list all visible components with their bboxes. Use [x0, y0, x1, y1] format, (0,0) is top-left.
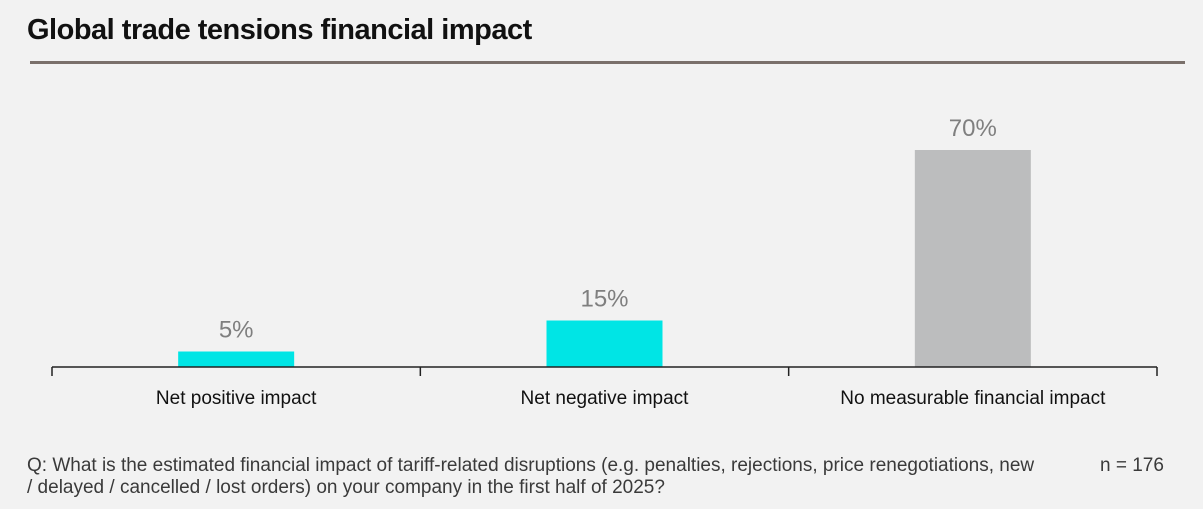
bar-3 — [914, 150, 1031, 367]
bar-value-label-1: 5% — [219, 317, 254, 344]
sample-size-label: n = 176 — [1100, 455, 1164, 476]
bar-2 — [546, 320, 663, 367]
category-label-2: Net negative impact — [521, 388, 690, 409]
bar-chart: 5% Net positive impact 15% Net negative imp… — [51, 115, 1158, 409]
category-label-1: Net positive impact — [156, 388, 317, 409]
chart-title: Global trade tensions financial impact — [27, 14, 532, 46]
category-label-3: No measurable financial impact — [840, 388, 1106, 409]
bar-1 — [178, 351, 295, 367]
bar-value-label-3: 70% — [949, 115, 997, 142]
bar-value-label-2: 15% — [580, 286, 628, 313]
survey-question-footnote: Q: What is the estimated financial impac… — [27, 455, 1035, 498]
title-divider — [30, 61, 1185, 64]
